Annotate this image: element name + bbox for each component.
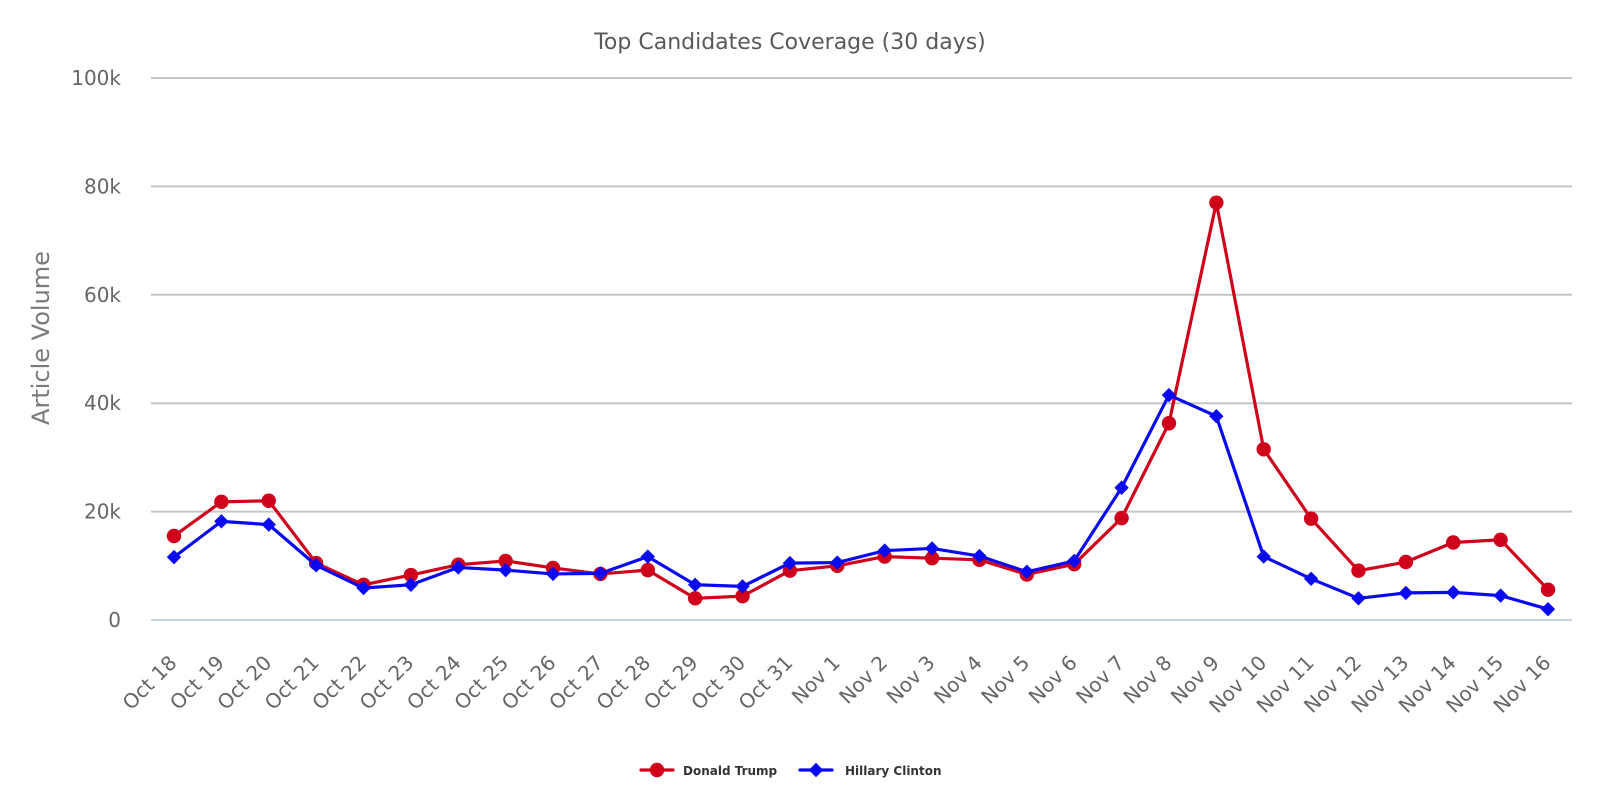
data-point-diamond (1067, 553, 1082, 569)
y-tick-label: 40k (84, 391, 121, 415)
legend-label: Hillary Clinton (845, 764, 942, 778)
data-point-diamond (1540, 601, 1556, 617)
data-point-diamond (735, 579, 750, 594)
data-point-circle (924, 551, 940, 566)
y-tick-label: 80k (84, 174, 121, 198)
x-tick-label: Nov 7 (1071, 651, 1129, 709)
data-point-diamond (1493, 588, 1508, 603)
data-point-circle (403, 567, 419, 583)
data-point-diamond (1303, 571, 1319, 587)
data-point-diamond (972, 548, 987, 564)
x-tick-label: Nov 3 (882, 651, 940, 709)
data-point-diamond (593, 566, 608, 581)
data-point-circle (1540, 582, 1556, 597)
data-point-diamond (782, 555, 798, 571)
data-point-diamond (451, 560, 466, 575)
data-point-diamond (1019, 564, 1035, 579)
series-line (172, 201, 1550, 600)
legend-item: Donald Trump (639, 762, 778, 778)
data-point-circle (1493, 532, 1508, 547)
data-point-diamond (498, 562, 513, 578)
y-tick-label: 100k (71, 66, 121, 90)
data-point-circle (1209, 195, 1224, 210)
x-tick-label: Nov 8 (1118, 651, 1176, 709)
y-tick-label: 60k (84, 283, 121, 307)
data-point-diamond (1446, 585, 1461, 600)
data-point-diamond (356, 580, 371, 596)
chart-title: Top Candidates Coverage (30 days) (593, 30, 986, 55)
grid-lines (151, 77, 1572, 621)
data-point-diamond (261, 517, 276, 532)
data-point-diamond (877, 543, 892, 558)
y-axis-label: Article Volume (27, 251, 55, 425)
x-tick-label: Oct 31 (734, 651, 798, 715)
data-point-diamond (166, 549, 182, 565)
data-point-circle (261, 493, 276, 508)
data-point-diamond (403, 577, 419, 592)
data-point-circle (1398, 554, 1414, 570)
x-tick-label: Nov 4 (929, 651, 987, 709)
data-point-diamond (1398, 585, 1414, 601)
data-point-diamond (924, 541, 940, 556)
data-point-circle (1114, 510, 1129, 526)
data-point-diamond (214, 514, 229, 529)
chart-series (166, 195, 1556, 617)
data-point-circle (735, 588, 750, 604)
y-tick-label: 20k (84, 500, 121, 524)
series-donald-trump (166, 195, 1556, 606)
x-tick-label: Nov 5 (976, 651, 1034, 709)
data-point-circle (1446, 535, 1461, 550)
series-hillary-clinton (166, 387, 1556, 617)
y-tick-label: 0 (108, 608, 121, 632)
data-point-circle (1303, 511, 1319, 526)
data-point-circle (498, 553, 513, 569)
data-point-diamond (830, 555, 845, 570)
y-axis-ticks: 0 20k 40k 60k 80k 100k (71, 66, 121, 632)
data-point-diamond (545, 566, 561, 582)
legend-item: Hillary Clinton (798, 762, 942, 778)
data-point-circle (1256, 442, 1271, 457)
x-tick-label: Nov 6 (1024, 651, 1082, 709)
data-point-diamond (1256, 549, 1271, 564)
data-point-circle (1351, 563, 1366, 578)
series-line (172, 393, 1550, 611)
data-point-circle (640, 562, 655, 578)
data-point-circle (1161, 416, 1177, 431)
data-point-circle (782, 563, 798, 578)
data-point-diamond (308, 558, 324, 573)
legend-marker-circle (649, 762, 665, 778)
legend-label: Donald Trump (683, 764, 778, 778)
data-point-diamond (687, 577, 703, 592)
data-point-circle (687, 591, 703, 606)
x-tick-label: Nov 1 (787, 651, 845, 709)
legend: Donald Trump Hillary Clinton (639, 762, 942, 778)
data-point-diamond (640, 549, 655, 564)
legend-marker-diamond (808, 762, 824, 778)
x-tick-label: Nov 2 (834, 651, 892, 709)
data-point-circle (214, 494, 229, 510)
data-point-circle (166, 528, 182, 544)
data-point-diamond (1209, 409, 1224, 424)
data-point-diamond (1114, 480, 1129, 495)
data-point-diamond (1161, 387, 1177, 403)
data-point-diamond (1351, 591, 1366, 606)
